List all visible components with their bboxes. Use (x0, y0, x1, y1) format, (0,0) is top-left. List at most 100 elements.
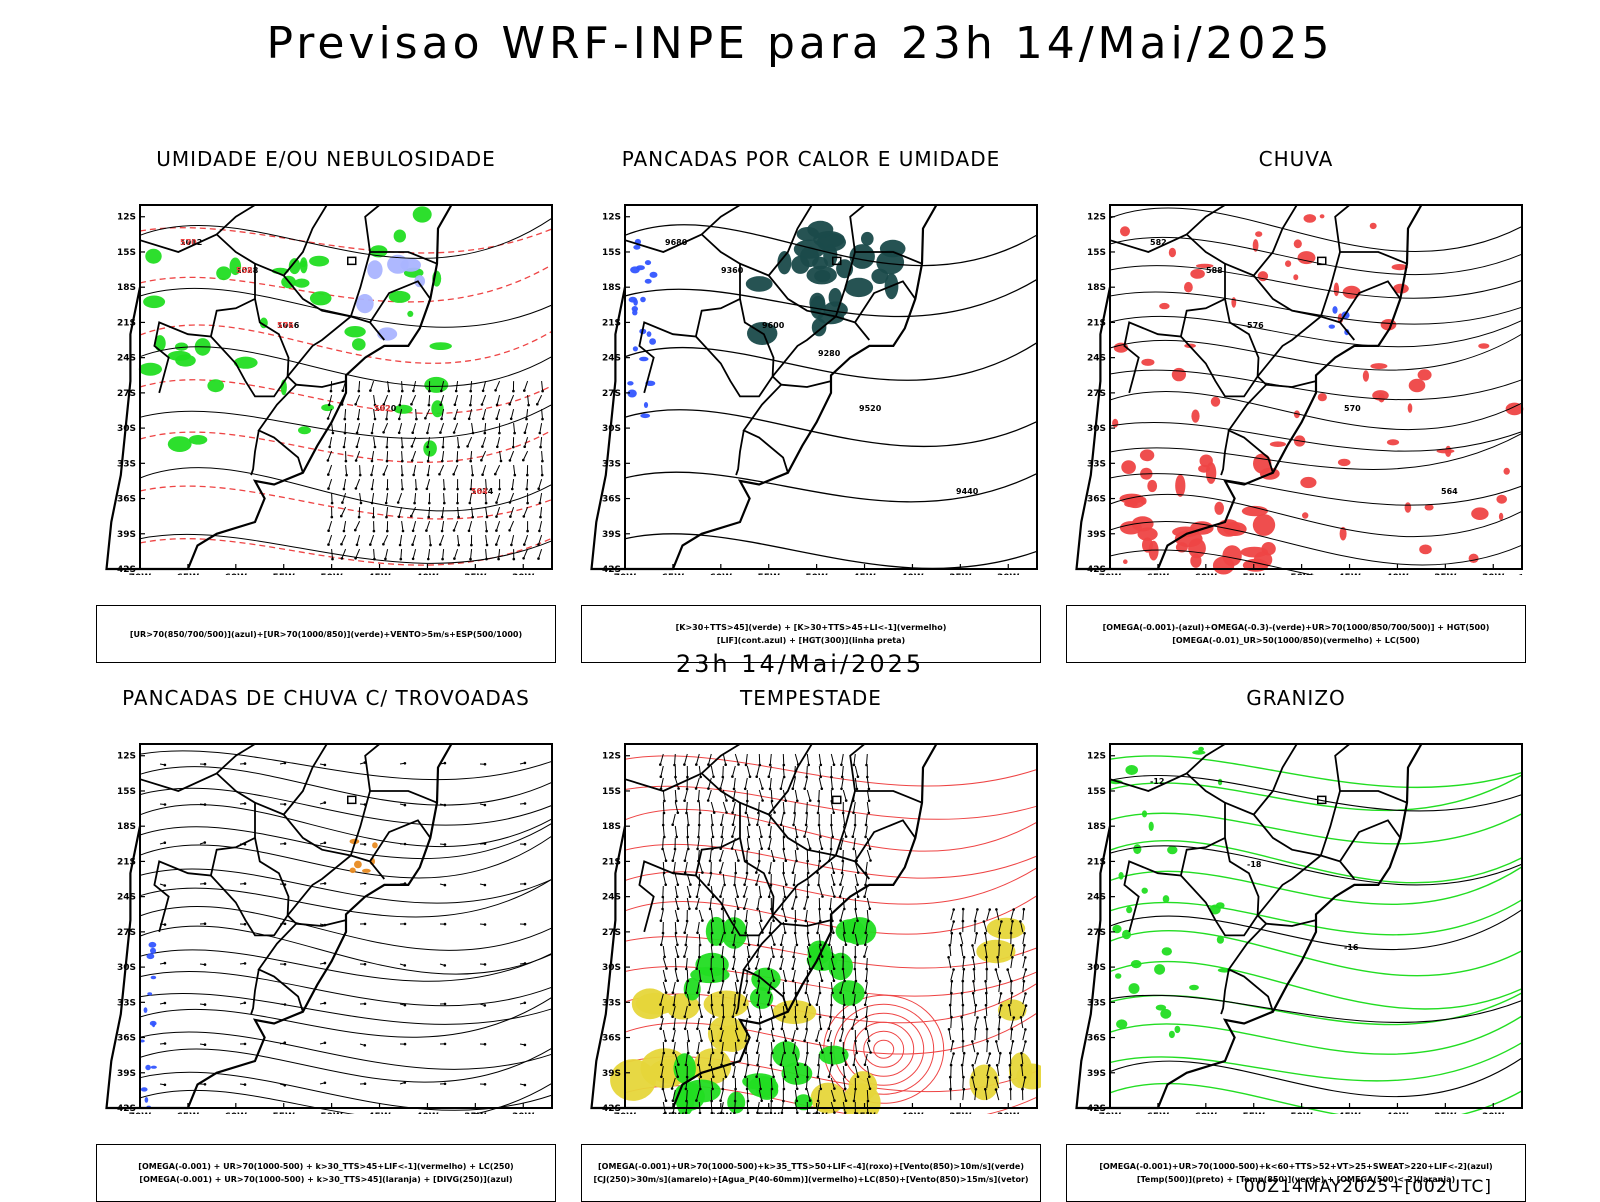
wind-vector-head (833, 895, 836, 898)
rain-area (1270, 441, 1286, 447)
wind-vector-head (839, 847, 842, 850)
wind-vector-head (962, 1076, 965, 1079)
lon-tick-label: 35W (464, 573, 487, 575)
wind-vector-head (821, 979, 824, 982)
divergence-area (147, 953, 155, 959)
wind-vector-head (733, 956, 736, 959)
wind-vector-head (734, 872, 737, 875)
wind-vector-head (541, 418, 544, 421)
humidity-850-area (145, 249, 161, 264)
wind-vector-head (454, 403, 457, 406)
wind-vector-head (1011, 920, 1014, 923)
wind-vector-head (755, 883, 758, 886)
wind-vector-head (675, 932, 678, 935)
wind-vector-head (962, 1004, 965, 1007)
rain-area (1469, 554, 1479, 563)
wind-vector-head (696, 992, 699, 995)
wind-vector-head (830, 1052, 833, 1055)
streamline-arrow-head (244, 923, 247, 926)
wind-vector-head (498, 432, 501, 435)
omega-area (1332, 306, 1337, 314)
streamline-arrow-head (204, 803, 207, 806)
wind-vector-head (868, 1076, 871, 1079)
streamline-arrow-head (164, 841, 167, 844)
lon-tick-label: 30W (997, 1112, 1020, 1114)
lat-tick-label: 33S (117, 459, 136, 469)
wind-vector-head (710, 968, 713, 971)
lat-tick-label: 39S (602, 530, 621, 540)
lat-tick-label: 12S (602, 752, 621, 762)
wind-vector (735, 874, 736, 885)
wind-vector-head (426, 446, 429, 449)
wind-vector-head (783, 1016, 786, 1019)
wind-vector-head (700, 1040, 703, 1043)
humidity-500-area (367, 260, 382, 279)
wind-vector-head (948, 1028, 951, 1031)
wind-vector-head (949, 1076, 952, 1079)
wind-vector-head (398, 432, 401, 435)
wind-vector-head (806, 1052, 809, 1055)
wind-vector-head (767, 991, 770, 994)
lat-tick-label: 21S (602, 857, 621, 867)
wind-vector-head (865, 1028, 868, 1031)
wind-vector-head (328, 404, 331, 407)
wind-vector-head (772, 1040, 775, 1043)
wind-vector-head (998, 944, 1001, 947)
wind-vector-head (686, 920, 689, 923)
wind-vector-head (744, 1040, 747, 1043)
wind-vector-head (841, 1028, 844, 1031)
wind-vector-head (972, 980, 975, 983)
wind-vector-head (707, 883, 710, 886)
wind-vector-head (863, 955, 866, 958)
lat-tick-label: 36S (602, 1034, 621, 1044)
wind-vector-head (719, 991, 722, 994)
humidity-850-area (352, 338, 366, 350)
wind-vector-head (340, 543, 343, 546)
rain-area (1418, 369, 1432, 380)
temp-850-contour-ring (1192, 750, 1205, 754)
wind-vector-head (701, 871, 704, 874)
omega-area (1329, 325, 1335, 329)
wind-vector-head (1009, 1052, 1012, 1055)
wind-vector-head (662, 824, 665, 827)
wind-vector-head (804, 1016, 807, 1019)
rain-area (1253, 454, 1271, 474)
wind-vector-head (525, 418, 528, 421)
wind-vector-head (469, 502, 472, 505)
wind-vector-head (756, 908, 759, 911)
wind-vector-head (734, 1088, 737, 1091)
wind-vector-head (757, 980, 760, 983)
wind-vector (783, 838, 784, 849)
wind-vector-head (853, 1064, 856, 1067)
wind-vector-head (855, 1052, 858, 1055)
wind-vector-head (732, 1076, 735, 1079)
wind-vector (332, 493, 333, 503)
lat-tick-label: 18S (117, 822, 136, 832)
wind-vector-head (796, 800, 799, 803)
streamline-arrow-head (204, 922, 207, 925)
wind-vector-head (768, 824, 771, 827)
wind-vector-head (526, 502, 529, 505)
wind-vector-head (428, 390, 431, 393)
wind-vector-head (696, 1052, 699, 1055)
wind-vector-head (523, 543, 526, 546)
wind-vector-head (828, 944, 831, 947)
wind-vector-head (356, 432, 359, 435)
wind-vector-head (817, 812, 820, 815)
wind-vector-head (374, 446, 377, 449)
wind-vector-head (700, 1076, 703, 1079)
humidity-850-area (175, 354, 196, 366)
wind-850-area (832, 980, 865, 1005)
wind-vector-head (732, 823, 735, 826)
wind-vector-head (439, 403, 442, 406)
wind-vector-head (865, 980, 868, 983)
rain-area (1499, 513, 1503, 521)
wind-vector-head (833, 967, 836, 970)
streamline-arrow-head (164, 884, 167, 887)
wind-vector-head (768, 847, 771, 850)
wind-vector-head (677, 883, 680, 886)
wind-vector-head (731, 847, 734, 850)
wind-vector-head (757, 812, 760, 815)
contour-label: 588 (1206, 266, 1223, 275)
wind-vector-head (469, 390, 472, 393)
